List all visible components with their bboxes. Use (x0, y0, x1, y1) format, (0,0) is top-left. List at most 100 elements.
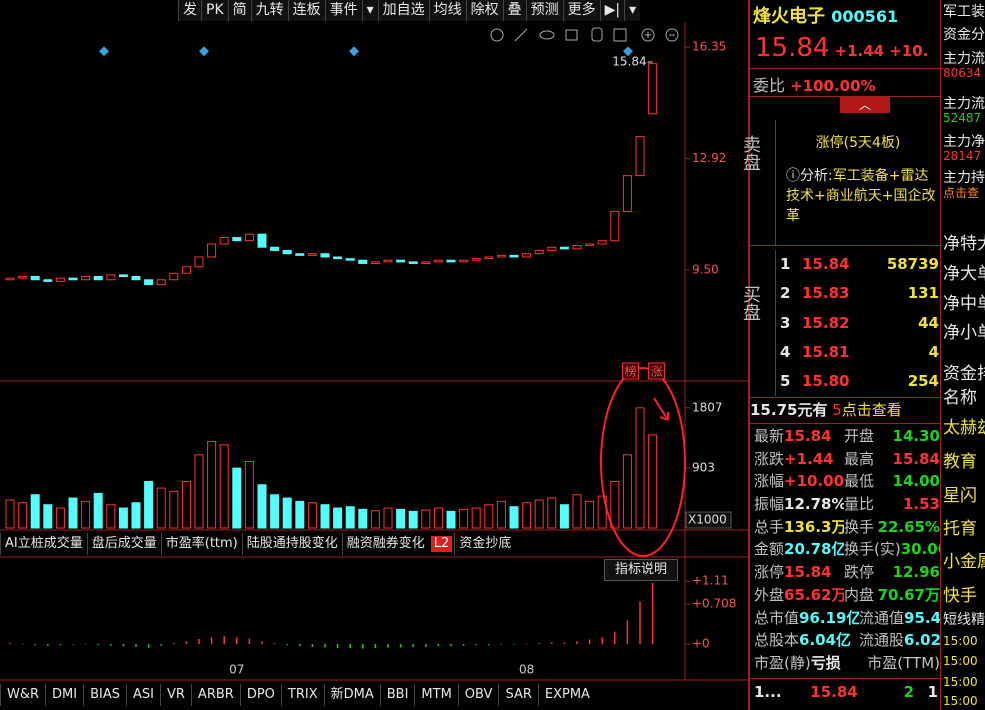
toolbar-button[interactable]: 预测 (525, 0, 563, 21)
candle (522, 253, 532, 258)
buy-level: 4 (780, 342, 791, 361)
volume-bar (156, 487, 166, 529)
side-text: 小金属 (943, 552, 985, 572)
toolbar-button[interactable]: 发 (178, 0, 201, 21)
bottom-tab[interactable]: 新DMA (323, 684, 380, 706)
indicator-tab[interactable]: L2 (430, 536, 453, 552)
bottom-tab[interactable]: TRIX (280, 684, 324, 706)
toolbar-button[interactable]: 均线 (428, 0, 466, 21)
candle (55, 277, 65, 282)
toolbar-button[interactable]: 事件 (324, 0, 362, 21)
stat-label: 最新 (754, 427, 785, 445)
tick-row: 1... 15.84 2 1 (750, 678, 940, 705)
side-text: 星闪 (943, 486, 977, 506)
toolbar-button[interactable]: ▶| (599, 0, 624, 21)
stat-label: 涨跌 (754, 449, 785, 468)
volume-bar (396, 508, 406, 529)
indicator-tab[interactable]: 盘后成交量 (86, 533, 161, 555)
side-text: 资金排 (943, 364, 985, 384)
indicator-tab[interactable]: 融资融券变化 (341, 533, 429, 555)
stat-label: 总手 (754, 517, 785, 536)
bottom-tab[interactable]: VR (159, 684, 191, 706)
expand-button[interactable]: ︿ (840, 97, 890, 113)
stat-value: 12.78% (784, 495, 845, 514)
candle (219, 236, 229, 245)
bottom-tab[interactable]: MTM (414, 684, 457, 706)
bottom-tab[interactable]: W&R (0, 684, 45, 706)
candle (585, 243, 595, 247)
volume-bar (421, 509, 431, 529)
buy-volume: 131 (907, 284, 939, 303)
side-text: 主力持 (943, 170, 985, 186)
candle (144, 279, 154, 286)
stat-value: 亏损 (810, 653, 841, 672)
bottom-tab[interactable]: DMI (45, 684, 83, 706)
bottom-tab[interactable]: ARBR (190, 684, 240, 706)
volume-bar (635, 407, 645, 529)
volume-bar (194, 454, 204, 529)
volume-bar (572, 494, 582, 529)
candle (572, 245, 582, 250)
toolbar-button[interactable]: 更多 (562, 0, 600, 21)
bottom-tab[interactable]: ASI (126, 684, 160, 706)
candle (257, 233, 267, 248)
toolbar-button[interactable]: 除权 (465, 0, 503, 21)
stats: 最新15.84开盘14.30涨跌+1.44最高15.84涨幅+10.00%最低1… (754, 425, 940, 675)
stat-label: 涨停 (754, 563, 785, 582)
indicator-tab[interactable]: 资金抄底 (454, 533, 515, 555)
volume-bar (106, 504, 116, 529)
candle (547, 246, 557, 251)
side-column: 军工装资金分主力流80634主力流52487主力净28147主力持点击查净特大净… (943, 0, 985, 710)
unit-label: X1000 (688, 513, 727, 527)
toolbar-button[interactable]: ▾ (624, 0, 640, 21)
sell-box (775, 120, 941, 245)
indicator-tab[interactable]: 市盈率(ttm) (160, 533, 242, 555)
indicator-tab[interactable]: 陆股通持股变化 (241, 533, 342, 555)
candle (307, 253, 317, 256)
candle (648, 63, 658, 115)
volume-bar (131, 502, 141, 529)
bottom-tab[interactable]: OBV (457, 684, 499, 706)
side-text: 52487 (943, 111, 982, 125)
volume-bar (270, 494, 280, 529)
toolbar-button[interactable]: PK (201, 0, 228, 21)
stat-label: 换手 (844, 517, 875, 536)
volume-bar (257, 484, 267, 529)
stat-label: 外盘 (754, 585, 785, 604)
stat-label: 流通值 (859, 608, 905, 627)
toolbar-button[interactable]: 简 (227, 0, 251, 21)
stat-label: 金额 (754, 540, 785, 559)
toolbar-button[interactable]: 连板 (287, 0, 325, 21)
volume-bar (358, 508, 368, 529)
bottom-tab[interactable]: DPO (239, 684, 281, 706)
toolbar-button[interactable]: 加自选 (377, 0, 429, 21)
volume-bar (622, 454, 632, 529)
bottom-tab[interactable]: BBI (379, 684, 415, 706)
side-text: 主力流 (943, 96, 985, 112)
buy-volume: 4 (928, 342, 939, 361)
stat-label: 市盈(TTM) (867, 653, 940, 672)
indicator-tab[interactable]: AI立桩成交量 (0, 533, 87, 555)
toolbar-button[interactable]: 九转 (250, 0, 288, 21)
side-text: 快手 (943, 586, 977, 606)
chart-tools[interactable] (490, 27, 679, 42)
volume-bar (169, 490, 179, 529)
stock-name: 烽火电子 (753, 6, 825, 27)
stat-value: 136.3万 (784, 517, 845, 536)
volume-bar (408, 510, 418, 529)
bottom-tab[interactable]: EXPMA (537, 684, 596, 706)
toolbar-button[interactable]: 叠 (502, 0, 526, 21)
candle (232, 236, 242, 242)
volume-bar (93, 492, 103, 529)
candle (370, 261, 380, 264)
stat-row: 涨跌 +1.44 最高 15.84 (754, 448, 940, 471)
bottom-tab[interactable]: SAR (498, 684, 537, 706)
analysis-text[interactable]: 军工装备+雷达技术+商业航天+国企改革 (786, 168, 936, 224)
indicator-note[interactable]: 指标说明 (604, 559, 678, 581)
buy-price: 15.80 (802, 372, 850, 391)
bottom-tab[interactable]: BIAS (83, 684, 126, 706)
toolbar-button[interactable]: ▾ (361, 0, 378, 21)
analysis-label: ⓘ分析: (786, 168, 833, 184)
queue-link[interactable]: 点击查看 (841, 401, 902, 419)
